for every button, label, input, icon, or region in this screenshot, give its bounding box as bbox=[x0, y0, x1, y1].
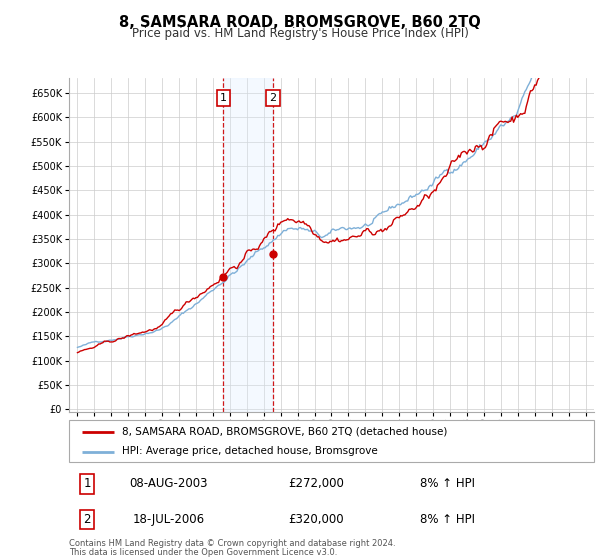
FancyBboxPatch shape bbox=[69, 420, 594, 462]
Text: 1: 1 bbox=[83, 477, 91, 490]
Text: £320,000: £320,000 bbox=[288, 513, 344, 526]
Text: 2: 2 bbox=[269, 93, 277, 103]
Text: Price paid vs. HM Land Registry's House Price Index (HPI): Price paid vs. HM Land Registry's House … bbox=[131, 27, 469, 40]
Text: 18-JUL-2006: 18-JUL-2006 bbox=[133, 513, 205, 526]
Text: 8% ↑ HPI: 8% ↑ HPI bbox=[419, 513, 475, 526]
Text: 8% ↑ HPI: 8% ↑ HPI bbox=[419, 477, 475, 490]
Text: 8, SAMSARA ROAD, BROMSGROVE, B60 2TQ: 8, SAMSARA ROAD, BROMSGROVE, B60 2TQ bbox=[119, 15, 481, 30]
Text: HPI: Average price, detached house, Bromsgrove: HPI: Average price, detached house, Brom… bbox=[121, 446, 377, 456]
Text: 08-AUG-2003: 08-AUG-2003 bbox=[130, 477, 208, 490]
Text: Contains HM Land Registry data © Crown copyright and database right 2024.: Contains HM Land Registry data © Crown c… bbox=[69, 539, 395, 548]
Text: £272,000: £272,000 bbox=[288, 477, 344, 490]
Text: This data is licensed under the Open Government Licence v3.0.: This data is licensed under the Open Gov… bbox=[69, 548, 337, 557]
Text: 1: 1 bbox=[220, 93, 227, 103]
Text: 2: 2 bbox=[83, 513, 91, 526]
Bar bbox=[223, 78, 273, 412]
Text: 8, SAMSARA ROAD, BROMSGROVE, B60 2TQ (detached house): 8, SAMSARA ROAD, BROMSGROVE, B60 2TQ (de… bbox=[121, 427, 447, 437]
